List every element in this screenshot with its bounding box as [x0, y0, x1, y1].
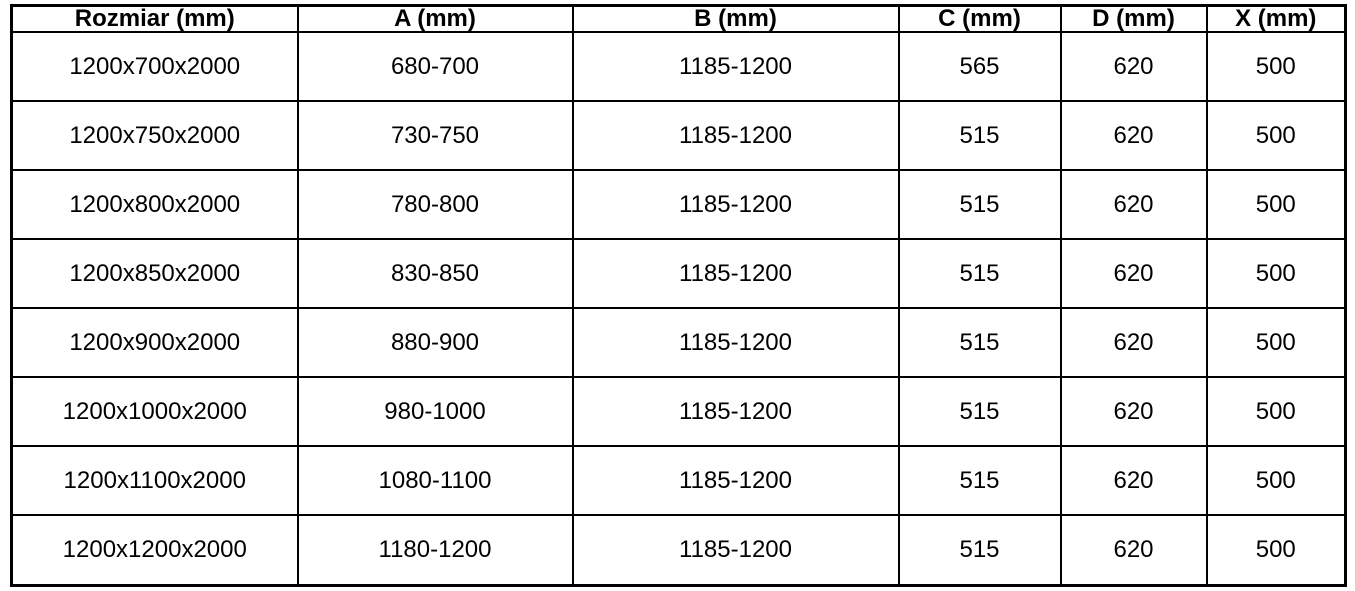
table-cell-c: 515: [897, 238, 1062, 310]
header-cell-x: X (mm): [1205, 4, 1347, 33]
table-cell-x: 500: [1205, 238, 1347, 310]
table-cell-rozmiar: 1200x800x2000: [10, 169, 299, 241]
table-cell-c: 515: [897, 100, 1062, 172]
table-cell-c: 515: [897, 445, 1062, 517]
table-cell-c: 515: [897, 307, 1062, 379]
table-cell-a: 1180-1200: [296, 514, 574, 587]
table-cell-c: 515: [897, 376, 1062, 448]
table-row: 1200x750x2000 730-750 1185-1200 515 620 …: [10, 100, 1347, 172]
table-cell-a: 780-800: [296, 169, 574, 241]
table-row: 1200x1100x2000 1080-1100 1185-1200 515 6…: [10, 445, 1347, 517]
table-cell-d: 620: [1059, 445, 1208, 517]
size-spec-table: Rozmiar (mm) A (mm) B (mm) C (mm) D (mm)…: [10, 4, 1347, 587]
table-cell-d: 620: [1059, 376, 1208, 448]
table-cell-x: 500: [1205, 514, 1347, 587]
table-row: 1200x1000x2000 980-1000 1185-1200 515 62…: [10, 376, 1347, 448]
table-cell-b: 1185-1200: [571, 238, 900, 310]
table-cell-rozmiar: 1200x1000x2000: [10, 376, 299, 448]
table-cell-d: 620: [1059, 100, 1208, 172]
table-cell-rozmiar: 1200x850x2000: [10, 238, 299, 310]
table-cell-rozmiar: 1200x900x2000: [10, 307, 299, 379]
table-cell-d: 620: [1059, 514, 1208, 587]
table-row: 1200x850x2000 830-850 1185-1200 515 620 …: [10, 238, 1347, 310]
table-cell-c: 565: [897, 30, 1062, 103]
table-cell-x: 500: [1205, 376, 1347, 448]
table-cell-b: 1185-1200: [571, 376, 900, 448]
table-cell-d: 620: [1059, 238, 1208, 310]
table-cell-rozmiar: 1200x750x2000: [10, 100, 299, 172]
table-cell-a: 880-900: [296, 307, 574, 379]
table-cell-a: 980-1000: [296, 376, 574, 448]
header-cell-a: A (mm): [296, 4, 574, 33]
table-cell-b: 1185-1200: [571, 100, 900, 172]
table-cell-x: 500: [1205, 169, 1347, 241]
table-cell-a: 680-700: [296, 30, 574, 103]
table-cell-d: 620: [1059, 169, 1208, 241]
table-row: 1200x800x2000 780-800 1185-1200 515 620 …: [10, 169, 1347, 241]
table-cell-a: 830-850: [296, 238, 574, 310]
table-cell-a: 1080-1100: [296, 445, 574, 517]
table-cell-b: 1185-1200: [571, 514, 900, 587]
table-cell-rozmiar: 1200x700x2000: [10, 30, 299, 103]
table-cell-c: 515: [897, 169, 1062, 241]
table-cell-a: 730-750: [296, 100, 574, 172]
table-cell-c: 515: [897, 514, 1062, 587]
table-cell-b: 1185-1200: [571, 307, 900, 379]
table-cell-x: 500: [1205, 445, 1347, 517]
table-cell-x: 500: [1205, 30, 1347, 103]
table-cell-d: 620: [1059, 307, 1208, 379]
table-row: 1200x700x2000 680-700 1185-1200 565 620 …: [10, 30, 1347, 103]
header-cell-d: D (mm): [1059, 4, 1208, 33]
table-cell-rozmiar: 1200x1200x2000: [10, 514, 299, 587]
header-row: Rozmiar (mm) A (mm) B (mm) C (mm) D (mm)…: [10, 4, 1347, 33]
table-cell-x: 500: [1205, 100, 1347, 172]
table-cell-d: 620: [1059, 30, 1208, 103]
table-cell-b: 1185-1200: [571, 445, 900, 517]
table-cell-x: 500: [1205, 307, 1347, 379]
table-cell-rozmiar: 1200x1100x2000: [10, 445, 299, 517]
table-cell-b: 1185-1200: [571, 169, 900, 241]
header-cell-rozmiar: Rozmiar (mm): [10, 4, 299, 33]
header-cell-b: B (mm): [571, 4, 900, 33]
table-row: 1200x900x2000 880-900 1185-1200 515 620 …: [10, 307, 1347, 379]
table-cell-b: 1185-1200: [571, 30, 900, 103]
header-cell-c: C (mm): [897, 4, 1062, 33]
table-row: 1200x1200x2000 1180-1200 1185-1200 515 6…: [10, 514, 1347, 587]
